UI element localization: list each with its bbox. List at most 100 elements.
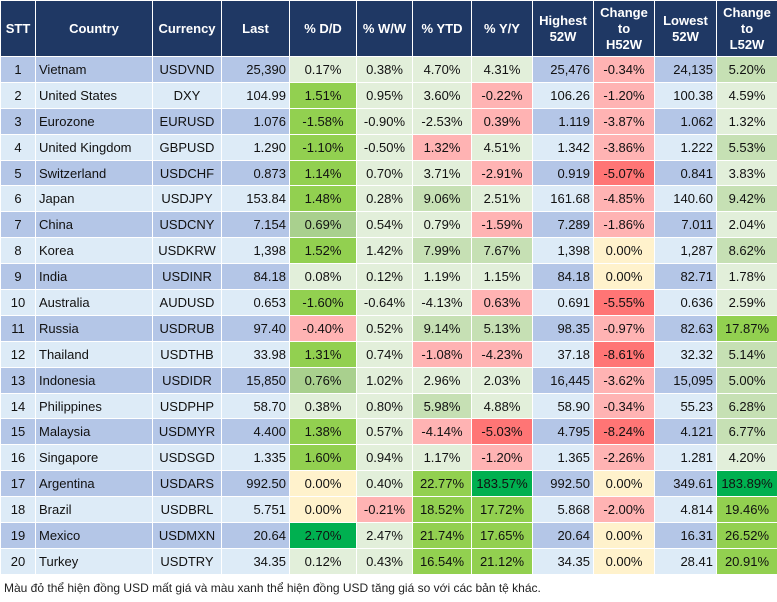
- cell-ww: 0.94%: [356, 444, 413, 472]
- cell-high: 34.35: [532, 547, 594, 575]
- cell-currency: USDRUB: [152, 314, 222, 342]
- cell-stt: 6: [0, 185, 36, 213]
- cell-yy: -2.91%: [471, 159, 533, 187]
- cell-last: 84.18: [221, 263, 290, 291]
- cell-cl: 26.52%: [716, 522, 777, 549]
- cell-high: 161.68: [532, 185, 594, 213]
- header-row: STT Country Currency Last% D/D% W/W% YTD% Y…: [0, 0, 777, 57]
- cell-currency: USDJPY: [152, 185, 222, 213]
- cell-currency: USDARS: [152, 470, 222, 498]
- cell-ytd: -4.14%: [412, 418, 472, 446]
- cell-stt: 15: [0, 418, 36, 446]
- cell-currency: AUDUSD: [152, 289, 222, 316]
- cell-ch: -3.87%: [593, 107, 655, 135]
- cell-ww: 0.57%: [356, 418, 413, 446]
- cell-stt: 9: [0, 263, 36, 291]
- cell-yy: 1.15%: [471, 263, 533, 291]
- cell-country: Korea: [35, 237, 153, 265]
- cell-stt: 19: [0, 522, 36, 549]
- table-row: 14 Philippines USDPHP 58.70 0.38% 0.80% 5.98% 4…: [0, 392, 777, 420]
- cell-ytd: 1.17%: [412, 444, 472, 472]
- cell-ww: 1.02%: [356, 366, 413, 394]
- cell-cl: 2.04%: [716, 211, 777, 239]
- cell-cl: 1.32%: [716, 107, 777, 135]
- cell-ytd: 3.71%: [412, 159, 472, 187]
- cell-ch: -0.34%: [593, 392, 655, 420]
- cell-last: 4.400: [221, 418, 290, 446]
- cell-stt: 4: [0, 133, 36, 161]
- cell-ch: 0.00%: [593, 522, 655, 549]
- cell-low: 1.281: [654, 444, 717, 472]
- cell-last: 58.70: [221, 392, 290, 420]
- cell-ch: -5.07%: [593, 159, 655, 187]
- footnote: Màu đỏ thể hiện đồng USD mất giá và màu …: [4, 580, 541, 595]
- cell-cl: 6.28%: [716, 392, 777, 420]
- cell-dd: 1.51%: [289, 81, 357, 109]
- cell-high: 98.35: [532, 314, 594, 342]
- cell-stt: 1: [0, 56, 36, 83]
- cell-country: Vietnam: [35, 56, 153, 83]
- header-cl: Change to L52W: [716, 0, 777, 57]
- cell-cl: 19.46%: [716, 496, 777, 524]
- cell-dd: 0.38%: [289, 392, 357, 420]
- cell-ytd: 22.77%: [412, 470, 472, 498]
- cell-stt: 3: [0, 107, 36, 135]
- cell-ch: 0.00%: [593, 263, 655, 291]
- cell-low: 0.841: [654, 159, 717, 187]
- cell-stt: 10: [0, 289, 36, 316]
- cell-yy: -4.23%: [471, 340, 533, 368]
- cell-ch: -1.20%: [593, 81, 655, 109]
- cell-ytd: 1.19%: [412, 263, 472, 291]
- cell-dd: 1.60%: [289, 444, 357, 472]
- cell-country: Russia: [35, 314, 153, 342]
- cell-ch: -0.97%: [593, 314, 655, 342]
- cell-country: Argentina: [35, 470, 153, 498]
- cell-ch: -2.26%: [593, 444, 655, 472]
- cell-stt: 7: [0, 211, 36, 239]
- cell-ww: 0.74%: [356, 340, 413, 368]
- cell-currency: GBPUSD: [152, 133, 222, 161]
- cell-high: 58.90: [532, 392, 594, 420]
- cell-ch: -3.62%: [593, 366, 655, 394]
- header-dd: % D/D: [289, 0, 357, 57]
- cell-cl: 1.78%: [716, 263, 777, 291]
- cell-ch: -0.34%: [593, 56, 655, 83]
- cell-ch: 0.00%: [593, 547, 655, 575]
- cell-high: 106.26: [532, 81, 594, 109]
- cell-ch: -5.55%: [593, 289, 655, 316]
- cell-high: 4.795: [532, 418, 594, 446]
- cell-cl: 5.14%: [716, 340, 777, 368]
- cell-stt: 17: [0, 470, 36, 498]
- cell-currency: EURUSD: [152, 107, 222, 135]
- cell-country: Eurozone: [35, 107, 153, 135]
- table-row: 7 China USDCNY 7.154 0.69% 0.54% 0.79% -1.59% 7.…: [0, 211, 777, 239]
- cell-yy: 17.72%: [471, 496, 533, 524]
- table-row: 9 India USDINR 84.18 0.08% 0.12% 1.19% 1.15% 84.…: [0, 263, 777, 291]
- cell-ww: 0.43%: [356, 547, 413, 575]
- cell-dd: 0.08%: [289, 263, 357, 291]
- cell-dd: 1.48%: [289, 185, 357, 213]
- table-row: 5 Switzerland USDCHF 0.873 1.14% 0.70% 3.71% -2…: [0, 159, 777, 187]
- cell-stt: 5: [0, 159, 36, 187]
- cell-ww: 0.28%: [356, 185, 413, 213]
- table-row: 17 Argentina USDARS 992.50 0.00% 0.40% 22.77% 1…: [0, 470, 777, 498]
- cell-low: 1,287: [654, 237, 717, 265]
- cell-high: 25,476: [532, 56, 594, 83]
- cell-low: 100.38: [654, 81, 717, 109]
- table-row: 10 Australia AUDUSD 0.653 -1.60% -0.64% -4.13%…: [0, 289, 777, 316]
- cell-ch: -8.24%: [593, 418, 655, 446]
- cell-low: 140.60: [654, 185, 717, 213]
- cell-high: 1,398: [532, 237, 594, 265]
- header-ytd: % YTD: [412, 0, 472, 57]
- cell-ch: -8.61%: [593, 340, 655, 368]
- cell-high: 1.119: [532, 107, 594, 135]
- cell-last: 5.751: [221, 496, 290, 524]
- cell-last: 1,398: [221, 237, 290, 265]
- cell-ww: -0.64%: [356, 289, 413, 316]
- cell-ww: 0.38%: [356, 56, 413, 83]
- cell-country: Turkey: [35, 547, 153, 575]
- cell-last: 0.873: [221, 159, 290, 187]
- cell-low: 24,135: [654, 56, 717, 83]
- table-row: 2 United States DXY 104.99 1.51% 0.95% 3.60% -0…: [0, 81, 777, 109]
- cell-cl: 9.42%: [716, 185, 777, 213]
